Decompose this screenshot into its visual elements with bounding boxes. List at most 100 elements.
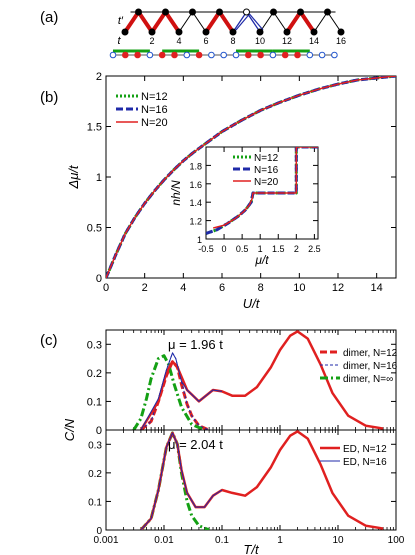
bond-label-tprime: t′ [118,15,124,27]
site-label: 10 [255,36,265,46]
x-tick-label: 1.5 [272,244,285,254]
y-tick-label: 0 [96,273,102,285]
x-tick-label: 0.01 [154,535,174,546]
y-tick-label: 0.1 [87,396,102,408]
legend-label: dimer, N=∞ [343,374,393,385]
lattice-site [256,28,264,36]
chain-site [294,51,301,59]
series-line [132,354,206,430]
y-tick-label: 1.8 [189,161,202,171]
y-tick-label: 1.2 [189,217,202,227]
lattice-bond [285,10,303,34]
lattice-site [148,28,156,36]
lattice-bond [298,10,316,34]
y-axis-label-c: C/N [62,418,77,441]
y-tick-label: 0.5 [87,223,102,235]
lattice-site [310,28,318,36]
lattice-site [324,8,331,16]
y-tick-label: 1.5 [87,122,102,134]
lattice-site [270,8,277,16]
legend-label: N=16 [141,104,168,116]
lattice-bond [313,11,328,33]
legend-label: dimer, N=12 [343,348,398,359]
chart-annotation: μ = 1.96 t [168,337,223,352]
chain-site [134,51,141,59]
chain-site [318,51,326,59]
lattice-diagram: t t′ 2 4 6 8 10 12 14 16 [109,8,346,59]
chain-site [331,51,338,59]
chain-site [269,51,277,59]
x-tick-label: 100 [388,535,405,546]
site-label: 12 [282,36,292,46]
series-line [140,432,223,530]
chain-site [158,51,166,59]
chart-annotation: μ = 2.04 t [168,437,223,452]
legend-label: N=12 [141,91,168,103]
y-tick-label: 2 [96,71,102,83]
lattice-bond [178,11,193,33]
y-tick-label: 0 [96,425,102,437]
chain-site [257,51,264,59]
y-tick-label: 0.1 [88,497,102,508]
x-tick-label: 10 [293,282,305,294]
chart-c-top: 0 0.1 0.2 0.3 dimer, N=12 dimer, N=16 dimer, N… [62,329,398,441]
site-label: 6 [203,36,208,46]
x-tick-label: 10 [332,535,344,546]
lattice-site [283,28,291,36]
x-axis-label: μ/t [254,253,269,267]
chain-site [232,51,240,59]
lattice-bond [136,10,154,34]
lattice-bond [232,11,248,33]
lattice-site [135,8,142,16]
site-label: 16 [336,36,346,46]
chain-site [208,51,215,59]
lattice-bond [273,11,288,33]
site-label: 8 [230,36,235,46]
x-tick-label: 0 [222,244,227,254]
site-label: 4 [176,36,181,46]
x-tick-label: 6 [219,282,225,294]
x-tick-label: 0 [103,282,109,294]
x-tick-label: 12 [332,282,344,294]
chain-site [281,51,289,59]
lattice-bond [204,10,222,34]
legend-label: N=20 [254,177,279,188]
y-tick-label: 1 [96,172,102,184]
series-line [140,352,223,430]
lattice-bond [150,10,168,34]
chain-site [171,51,178,59]
panel-label-b: (b) [40,89,58,106]
y-tick-label: 0.3 [88,440,102,451]
lattice-site [216,8,223,16]
lattice-bond [192,11,207,33]
x-tick-label: 8 [258,282,264,294]
bond-label-t: t [117,35,121,47]
legend-label: ED, N=12 [343,444,387,455]
x-tick-label: -0.5 [198,244,214,254]
chain-site [195,51,203,59]
series-line [106,76,396,278]
chain-site [146,51,154,59]
x-tick-label: 1 [277,535,283,546]
chain-site [122,51,129,59]
lattice-site [121,28,129,36]
chart-c-bottom: 0 0.1 0.2 0.3 0.001 0.01 0.1 1 10 100 T/t ED, N=12 E… [88,429,405,555]
y-axis-label: Δμ/t [66,164,81,189]
chain-site [245,51,252,59]
y-tick-label: 1.6 [189,180,202,190]
y-tick-label: 0.2 [88,469,102,480]
legend-label: dimer, N=16 [343,361,398,372]
lattice-site [202,28,210,36]
y-tick-label: 1 [197,235,202,245]
legend-label: N=16 [254,165,279,176]
chain-site [109,51,117,59]
lattice-bond [217,10,235,34]
chain-site [306,51,314,59]
x-tick-label: 2.5 [308,244,321,254]
lattice-site [337,28,345,36]
x-tick-label: 0.001 [93,535,118,546]
x-axis-label: T/t [243,542,260,555]
legend-label: N=20 [141,117,168,129]
chain-site [183,51,191,59]
